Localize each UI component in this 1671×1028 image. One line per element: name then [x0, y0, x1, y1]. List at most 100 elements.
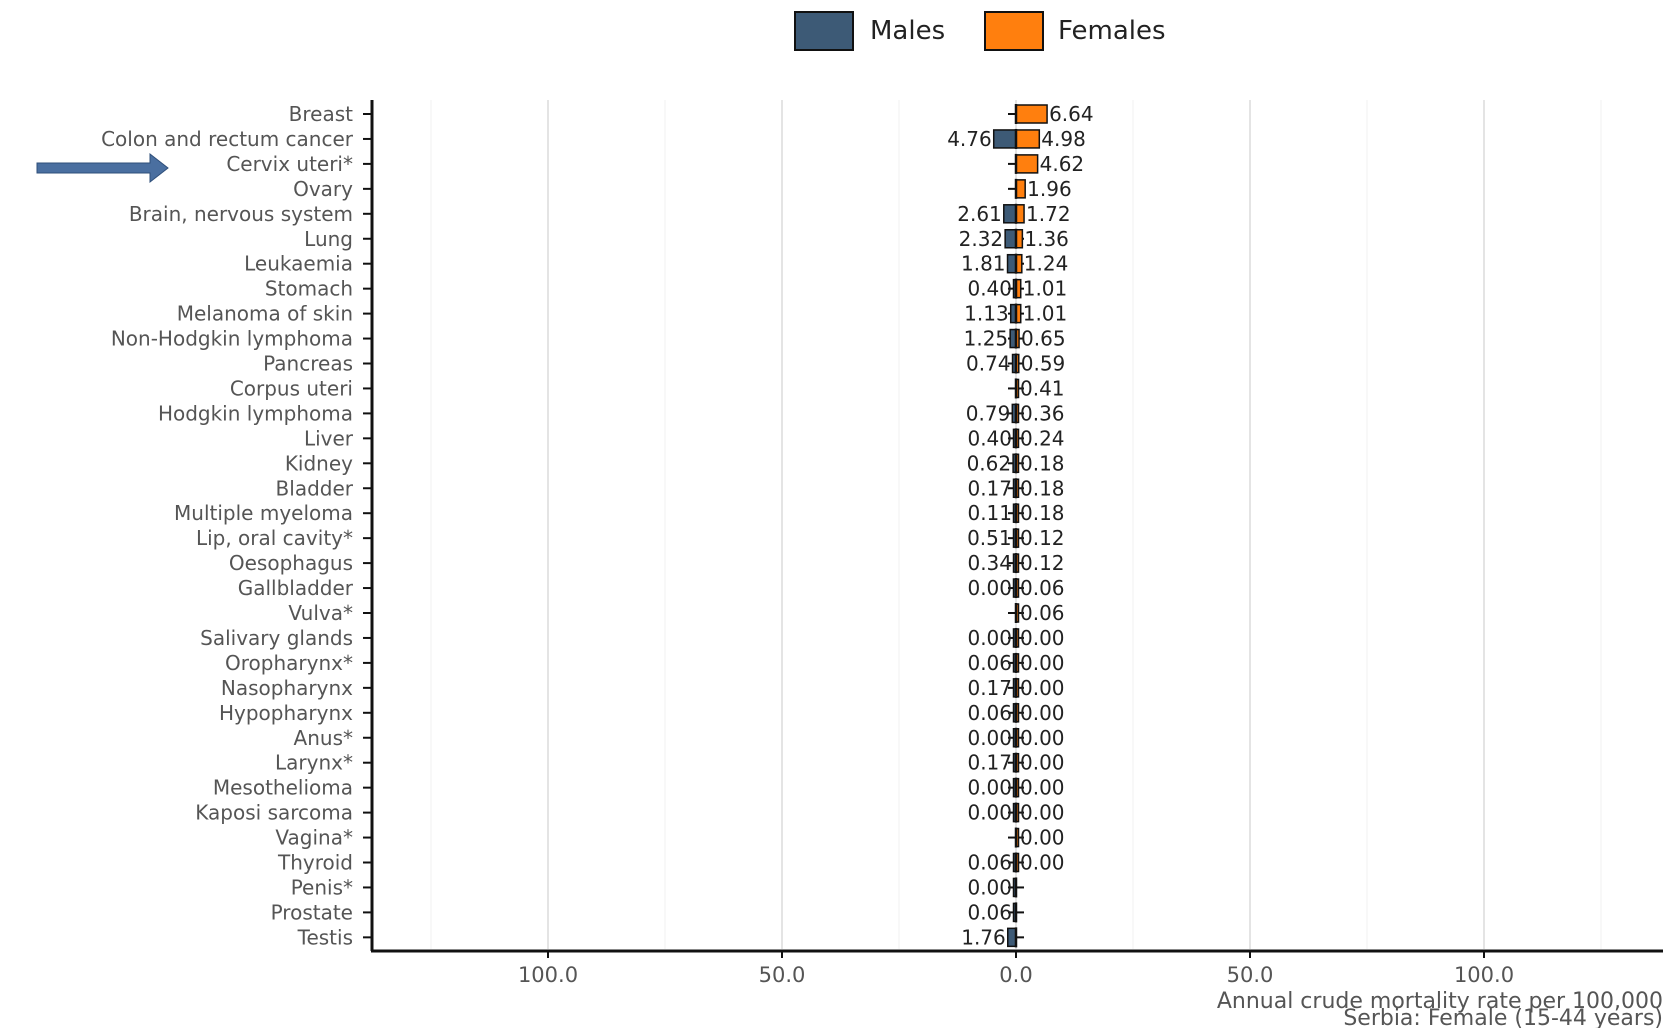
value-label-females: 0.18	[1020, 476, 1065, 500]
bar-females	[1015, 104, 1048, 124]
value-label-males: 4.76	[947, 127, 992, 151]
category-label: Vagina*	[275, 826, 353, 850]
value-label-males: 0.40	[967, 277, 1012, 301]
value-label-females: 0.12	[1020, 526, 1065, 550]
category-label: Lip, oral cavity*	[196, 526, 353, 550]
value-label-males: 1.81	[961, 252, 1006, 276]
category-label: Colon and rectum cancer	[101, 127, 354, 151]
value-label-females: 0.00	[1020, 626, 1065, 650]
value-label-females: 0.18	[1020, 451, 1065, 475]
value-label-males: 0.00	[967, 626, 1012, 650]
value-label-males: 0.06	[967, 900, 1012, 924]
bar-males	[1003, 204, 1017, 224]
value-label-females: 0.00	[1020, 826, 1065, 850]
category-label: Bladder	[276, 476, 354, 500]
value-label-males: 0.34	[967, 551, 1012, 575]
value-label-females: 1.01	[1023, 277, 1068, 301]
category-label: Leukaemia	[244, 252, 353, 276]
category-label: Nasopharynx	[221, 676, 353, 700]
bars	[992, 104, 1048, 948]
value-label-females: 4.62	[1040, 152, 1085, 176]
category-label: Kaposi sarcoma	[195, 801, 353, 825]
value-label-females: 1.36	[1024, 227, 1069, 251]
value-label-females: 0.00	[1020, 776, 1065, 800]
category-label: Multiple myeloma	[174, 501, 353, 525]
value-label-males: 1.13	[964, 302, 1009, 326]
value-label-males: 0.74	[966, 352, 1011, 376]
category-label: Liver	[304, 426, 354, 450]
value-label-females: 0.59	[1021, 352, 1066, 376]
category-label: Anus*	[294, 726, 353, 750]
category-label: Oropharynx*	[225, 651, 353, 675]
value-label-females: 1.96	[1027, 177, 1072, 201]
value-label-females: 0.36	[1020, 401, 1065, 425]
value-label-females: 0.00	[1020, 701, 1065, 725]
category-label: Hypopharynx	[219, 701, 353, 725]
category-label: Cervix uteri*	[226, 152, 353, 176]
value-label-males: 0.00	[967, 776, 1012, 800]
value-label-males: 0.62	[967, 451, 1012, 475]
value-label-males: 1.76	[961, 925, 1006, 949]
category-label: Brain, nervous system	[129, 202, 353, 226]
value-label-females: 0.00	[1020, 801, 1065, 825]
category-label: Kidney	[285, 451, 353, 475]
category-label: Vulva*	[288, 601, 353, 625]
category-label: Testis	[297, 925, 353, 949]
category-label: Corpus uteri	[230, 376, 353, 400]
value-label-males: 0.17	[967, 476, 1012, 500]
value-label-females: 1.01	[1023, 302, 1068, 326]
value-label-males: 0.00	[967, 801, 1012, 825]
legend-swatch-females	[984, 11, 1044, 51]
x-tick-labels: 100.0 50.0 0.0 50.0 100.0	[518, 951, 1514, 987]
category-label: Ovary	[293, 177, 353, 201]
value-label-males: 0.17	[967, 676, 1012, 700]
legend-label-males: Males	[870, 16, 945, 46]
value-label-males: 0.79	[966, 401, 1011, 425]
x-tick-label: 50.0	[1227, 963, 1274, 987]
category-label: Prostate	[271, 900, 353, 924]
category-label: Stomach	[265, 277, 353, 301]
category-label: Oesophagus	[229, 551, 353, 575]
value-label-females: 4.98	[1041, 127, 1086, 151]
bar-females	[1015, 179, 1026, 199]
value-label-males: 0.06	[967, 701, 1012, 725]
value-label-males: 0.51	[967, 526, 1012, 550]
legend-swatch-males	[794, 11, 854, 51]
value-label-females: 0.65	[1021, 327, 1066, 351]
value-label-females: 0.24	[1020, 426, 1065, 450]
x-tick-label: 50.0	[759, 963, 806, 987]
category-label: Mesothelioma	[213, 776, 353, 800]
category-label: Melanoma of skin	[177, 302, 353, 326]
value-label-females: 1.72	[1026, 202, 1071, 226]
value-label-females: 0.00	[1020, 751, 1065, 775]
value-label-females: 0.00	[1020, 851, 1065, 875]
value-labels: 6.64 4.76 4.984.621.96 2.61 1.72 2.32 1.36 1.81…	[947, 102, 1093, 949]
category-label: Lung	[304, 227, 353, 251]
bar-males	[1004, 229, 1017, 249]
value-label-females: 0.06	[1020, 601, 1065, 625]
value-label-females: 0.00	[1020, 676, 1065, 700]
category-label: Salivary glands	[200, 626, 353, 650]
category-label: Gallbladder	[238, 576, 354, 600]
highlight-arrow-icon	[36, 152, 169, 184]
value-label-males: 0.17	[967, 751, 1012, 775]
x-tick-label: 100.0	[518, 963, 578, 987]
x-tick-label: 0.0	[999, 963, 1032, 987]
value-label-males: 0.00	[967, 875, 1012, 899]
value-label-males: 0.11	[967, 501, 1012, 525]
value-label-females: 0.41	[1020, 376, 1065, 400]
value-label-males: 2.61	[957, 202, 1002, 226]
value-label-females: 0.00	[1020, 726, 1065, 750]
value-label-males: 0.00	[967, 726, 1012, 750]
category-label: Larynx*	[275, 751, 353, 775]
bar-females	[1015, 154, 1039, 174]
value-label-females: 6.64	[1049, 102, 1094, 126]
category-label: Penis*	[291, 875, 353, 899]
bar-females	[1015, 129, 1041, 149]
category-label: Thyroid	[277, 851, 353, 875]
legend-label-females: Females	[1058, 16, 1166, 46]
value-label-males: 0.06	[967, 651, 1012, 675]
bar-males	[992, 129, 1017, 149]
